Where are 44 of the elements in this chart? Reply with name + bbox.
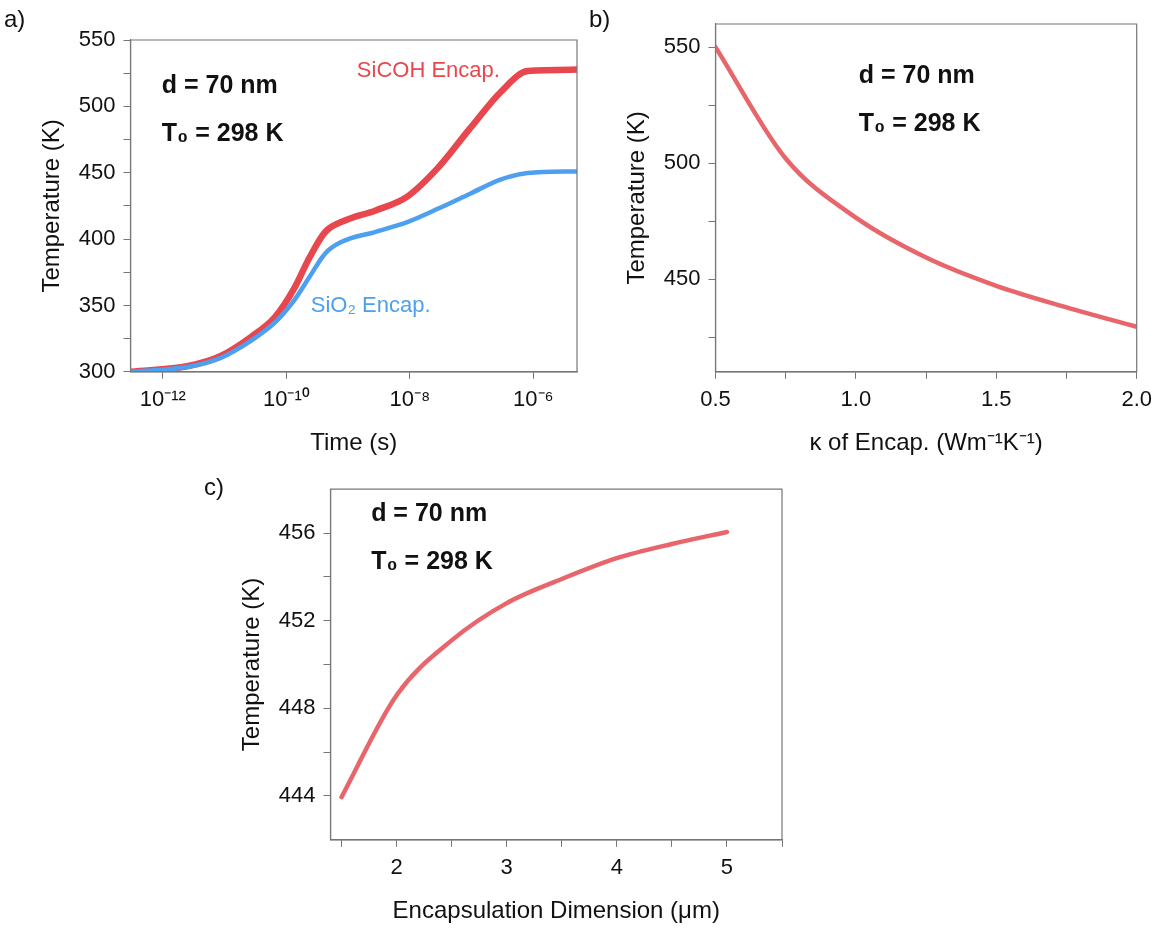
x-tick-label: 2 xyxy=(390,854,403,880)
y-tick-label: 456 xyxy=(278,519,316,545)
y-tick-label: 550 xyxy=(663,33,701,59)
x-tick-label: 2.0 xyxy=(1121,386,1153,412)
line-series xyxy=(339,529,730,800)
x-tick-label: 10⁻⁸ xyxy=(389,386,431,412)
annotation: T₀ = 298 K xyxy=(858,108,981,137)
y-tick-label: 500 xyxy=(78,92,116,118)
x-axis-title: Encapsulation Dimension (μm) xyxy=(392,896,720,924)
x-axis-title: κ of Encap. (Wm⁻¹K⁻¹) xyxy=(809,428,1043,456)
x-tick-label: 3 xyxy=(500,854,513,880)
y-tick-label: 350 xyxy=(78,291,116,317)
annotation: d = 70 nm xyxy=(161,70,278,99)
x-axis-title: Time (s) xyxy=(310,428,398,456)
annotation: d = 70 nm xyxy=(371,497,488,526)
x-tick-label: 5 xyxy=(720,854,734,880)
annotation: d = 70 nm xyxy=(858,60,975,89)
y-tick-label: 300 xyxy=(78,357,116,383)
x-tick-label: 4 xyxy=(610,854,623,880)
y-tick-label: 444 xyxy=(278,782,316,808)
chart-title: a) xyxy=(4,4,26,32)
y-tick-label: 550 xyxy=(78,26,116,52)
y-tick-label: 452 xyxy=(278,606,316,632)
y-axis-title: Temperature (K) xyxy=(237,577,265,752)
line-series xyxy=(715,44,1137,330)
x-tick-label: 1.0 xyxy=(840,386,872,412)
y-tick-label: 450 xyxy=(663,265,701,291)
annotation: T₀ = 298 K xyxy=(161,118,284,147)
chart-title: b) xyxy=(589,4,611,32)
annotation: T₀ = 298 K xyxy=(371,545,493,574)
x-tick-label: 1.5 xyxy=(981,386,1012,412)
x-tick-label: 10⁻¹⁰ xyxy=(262,386,310,412)
x-tick-label: 0.5 xyxy=(700,386,731,412)
y-tick-label: 500 xyxy=(663,149,701,175)
series-label: SiO₂ Encap. xyxy=(310,292,431,318)
y-tick-label: 450 xyxy=(78,158,116,184)
series-label: SiCOH Encap. xyxy=(356,57,500,83)
x-tick-label: 10⁻¹² xyxy=(139,386,186,412)
x-tick-label: 10⁻⁶ xyxy=(513,386,554,412)
y-axis-title: Temperature (K) xyxy=(37,119,65,293)
y-tick-label: 448 xyxy=(278,694,316,720)
y-tick-label: 400 xyxy=(78,225,116,251)
y-axis-title: Temperature (K) xyxy=(622,111,650,285)
chart-title: c) xyxy=(204,472,224,500)
